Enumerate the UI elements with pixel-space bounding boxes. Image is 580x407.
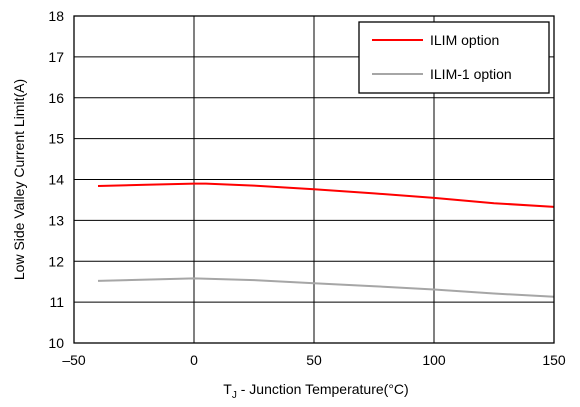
y-tick-label: 11 xyxy=(49,294,64,310)
plot-frame xyxy=(73,15,555,344)
y-tick-label: 13 xyxy=(48,212,64,228)
legend-label-ilim-1: ILIM-1 option xyxy=(430,66,512,82)
y-tick-label: 10 xyxy=(48,335,64,351)
y-tick-label: 18 xyxy=(48,8,64,24)
series-lines xyxy=(97,182,555,298)
legend-label-ilim: ILIM option xyxy=(430,32,499,48)
x-axis-title-rest: - Junction Temperature(°C) xyxy=(237,381,409,397)
x-axis-title-main: T xyxy=(223,381,232,397)
x-tick-label: 100 xyxy=(422,352,446,368)
x-tick-label: 0 xyxy=(190,352,198,368)
x-tick-labels: –50 0 50 100 150 xyxy=(62,352,566,368)
x-tick-label: 50 xyxy=(306,352,322,368)
x-tick-label: –50 xyxy=(62,352,86,368)
series-line-ilim xyxy=(97,182,555,208)
x-axis-title: TJ - Junction Temperature(°C) xyxy=(223,381,408,401)
y-tick-label: 12 xyxy=(48,253,64,269)
y-tick-label: 14 xyxy=(48,172,64,188)
y-axis-title: Low Side Valley Current Limit(A) xyxy=(11,79,27,280)
series-line-ilim-1 xyxy=(97,277,555,298)
legend-box xyxy=(358,21,550,94)
x-axis-title-subscript: J xyxy=(232,390,237,401)
y-tick-label: 15 xyxy=(48,131,64,147)
y-tick-label: 16 xyxy=(48,90,64,106)
legend: ILIM option ILIM-1 option xyxy=(358,21,550,94)
x-tick-label: 150 xyxy=(542,352,566,368)
y-tick-labels: 10 11 12 13 14 15 16 17 18 xyxy=(48,8,64,351)
y-tick-label: 17 xyxy=(48,49,64,65)
